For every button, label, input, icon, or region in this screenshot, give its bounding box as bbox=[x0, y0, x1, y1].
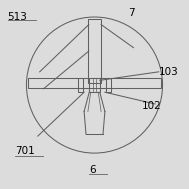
Bar bbox=[88, 19, 101, 83]
Bar bbox=[78, 78, 83, 92]
Text: 7: 7 bbox=[129, 8, 135, 18]
Text: 513: 513 bbox=[8, 12, 27, 22]
Text: 103: 103 bbox=[159, 67, 178, 77]
Bar bbox=[89, 78, 100, 92]
Bar bbox=[28, 78, 161, 88]
Bar bbox=[106, 78, 111, 92]
Text: 102: 102 bbox=[142, 101, 161, 111]
Text: 701: 701 bbox=[15, 146, 35, 156]
Text: 6: 6 bbox=[89, 165, 95, 175]
